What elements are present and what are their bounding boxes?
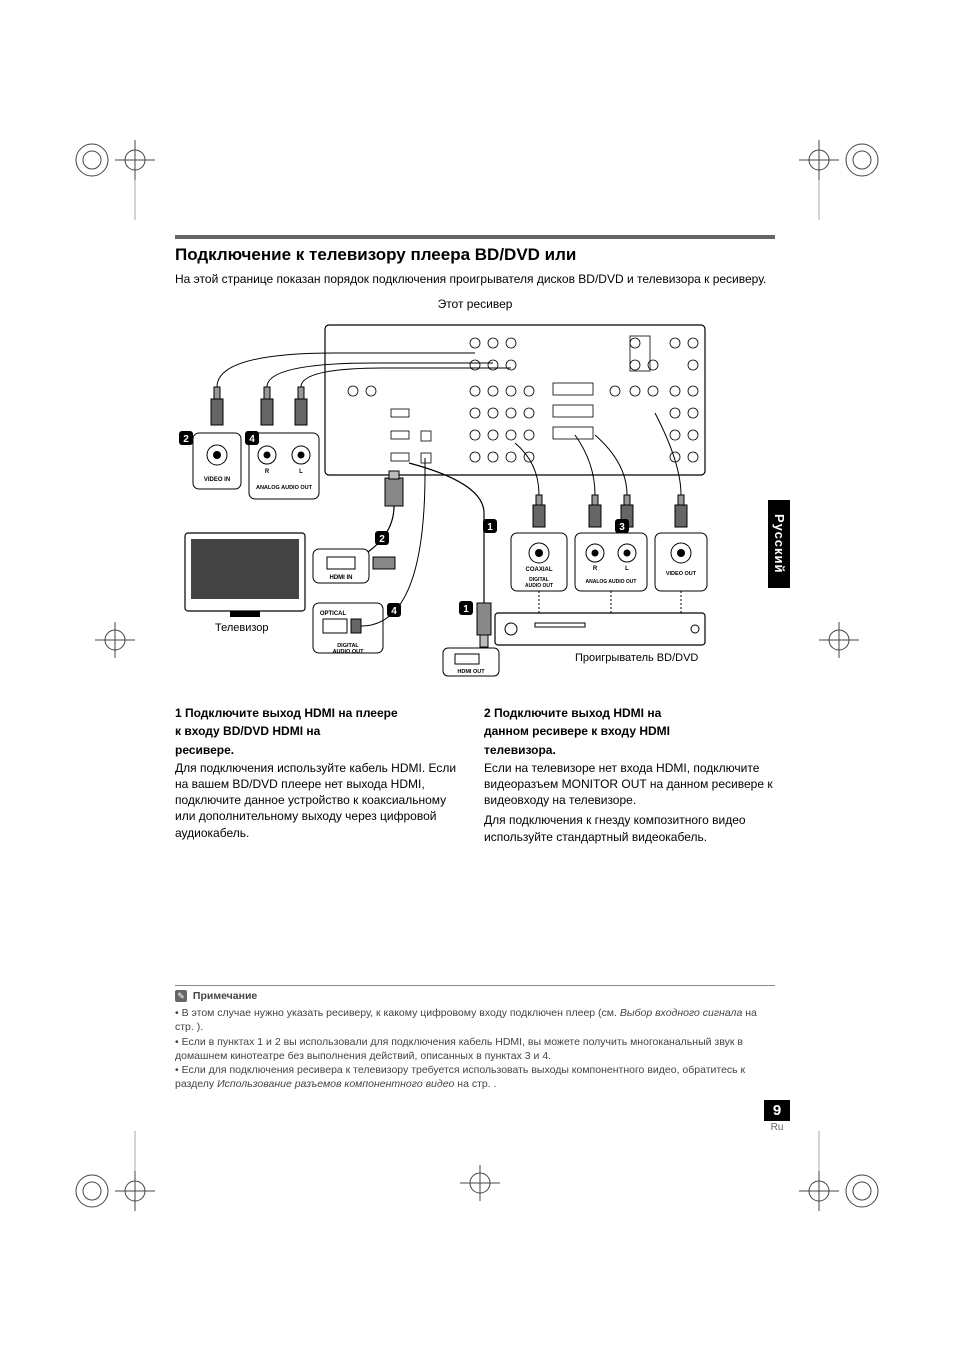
svg-text:L: L <box>299 469 303 475</box>
intro-text: На этой странице показан порядок подключ… <box>175 271 775 287</box>
svg-text:AUDIO OUT: AUDIO OUT <box>525 583 553 589</box>
step2-body2: Для подключения к гнезду композитного ви… <box>484 812 775 844</box>
callout-hdmi-in: HDMI IN <box>313 549 395 583</box>
page-number: 9 <box>764 1100 790 1121</box>
print-mark-bl <box>70 1131 160 1221</box>
callout-hdmi-out: HDMI OUT <box>409 463 499 676</box>
print-mark-tl <box>70 130 160 220</box>
step-2: 2 Подключите выход HDMI на данном ресиве… <box>484 705 775 845</box>
svg-text:COAXIAL: COAXIAL <box>526 567 553 573</box>
svg-text:Телевизор: Телевизор <box>215 622 269 634</box>
page-number-box: 9 Ru <box>764 1100 790 1133</box>
svg-text:AUDIO OUT: AUDIO OUT <box>333 649 365 655</box>
step1-head-b: к входу BD/DVD HDMI на <box>175 723 466 739</box>
print-mark-tr <box>794 130 884 220</box>
print-mark-bc <box>400 1163 560 1203</box>
page-title: Подключение к телевизору плеера BD/DVD и… <box>175 245 775 265</box>
svg-text:4: 4 <box>391 606 397 617</box>
step1-body: Для подключения используйте кабель HDMI.… <box>175 760 466 841</box>
note-label: Примечание <box>193 990 257 1002</box>
print-mark-ml <box>70 620 160 660</box>
step-1: 1 Подключите выход HDMI на плеере к вход… <box>175 705 466 845</box>
svg-text:HDMI OUT: HDMI OUT <box>457 669 485 675</box>
player-device: Проигрыватель BD/DVD <box>495 613 705 664</box>
svg-text:R: R <box>593 566 598 572</box>
page-lang-code: Ru <box>764 1122 790 1133</box>
tv-device: Телевизор <box>185 533 305 634</box>
svg-text:ANALOG AUDIO OUT: ANALOG AUDIO OUT <box>256 485 313 491</box>
note-2: • Если в пунктах 1 и 2 вы использовали д… <box>175 1035 775 1063</box>
note-1: • В этом случае нужно указать ресиверу, … <box>175 1006 775 1034</box>
page-content: Подключение к телевизору плеера BD/DVD и… <box>175 235 775 845</box>
notes-rule <box>175 985 775 986</box>
svg-text:1: 1 <box>487 522 493 533</box>
svg-text:ANALOG AUDIO OUT: ANALOG AUDIO OUT <box>586 579 637 585</box>
top-rule <box>175 235 775 239</box>
svg-text:Проигрыватель BD/DVD: Проигрыватель BD/DVD <box>575 652 698 664</box>
svg-text:OPTICAL: OPTICAL <box>320 611 347 617</box>
step2-head-b: данном ресивере к входу HDMI <box>484 723 775 739</box>
svg-text:L: L <box>625 566 629 572</box>
svg-text:4: 4 <box>249 434 255 445</box>
svg-text:HDMI IN: HDMI IN <box>330 575 353 581</box>
print-mark-mr <box>794 620 884 660</box>
svg-text:VIDEO OUT: VIDEO OUT <box>666 571 697 577</box>
svg-text:3: 3 <box>619 522 625 533</box>
svg-text:2: 2 <box>379 534 385 545</box>
print-mark-br <box>794 1131 884 1221</box>
steps-columns: 1 Подключите выход HDMI на плеере к вход… <box>175 705 775 845</box>
step1-head-a: 1 Подключите выход HDMI на плеере <box>175 705 466 721</box>
svg-text:VIDEO IN: VIDEO IN <box>204 477 230 483</box>
connection-diagram: VIDEO IN 2 R L ANALOG AUDIO OUT <box>175 313 715 693</box>
step2-body1: Если на телевизоре нет входа HDMI, подкл… <box>484 760 775 809</box>
svg-text:R: R <box>265 469 270 475</box>
svg-text:1: 1 <box>463 604 469 615</box>
step1-head-c: ресивере. <box>175 742 466 758</box>
notes-section: ✎ Примечание • В этом случае нужно указа… <box>175 985 775 1091</box>
note-icon: ✎ <box>175 990 187 1002</box>
svg-text:2: 2 <box>183 434 189 445</box>
note-3: • Если для подключения ресивера к телеви… <box>175 1063 775 1091</box>
step2-head-c: телевизора. <box>484 742 775 758</box>
diagram-caption-top: Этот ресивер <box>175 297 775 311</box>
step2-head-a: 2 Подключите выход HDMI на <box>484 705 775 721</box>
